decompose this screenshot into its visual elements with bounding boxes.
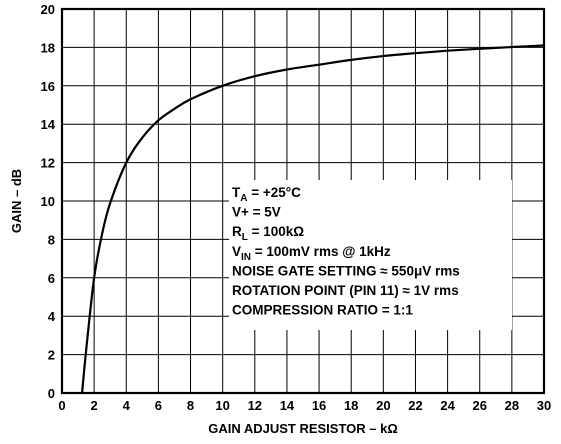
annotation-main: NOISE GATE SETTING ≈ 550μV rms xyxy=(232,263,460,278)
annotation-line-2: RL = 100kΩ xyxy=(232,224,304,243)
y-tick-label-0: 0 xyxy=(48,386,55,401)
y-tick-label-5: 10 xyxy=(41,194,55,209)
y-axis-title: GAIN – dB xyxy=(9,169,24,233)
annotation-subscript: IN xyxy=(241,252,251,263)
x-axis-title: GAIN ADJUST RESISTOR – kΩ xyxy=(208,421,398,436)
plot-frame xyxy=(60,7,546,395)
y-tick-label-6: 12 xyxy=(41,156,55,171)
x-tick-label-15: 30 xyxy=(537,398,551,413)
annotation-main: R xyxy=(232,224,242,239)
x-tick-labels: 0 2 4 6 8 10 12 14 16 18 20 22 24 26 28 30 xyxy=(58,398,551,413)
annotation-line-3: VIN = 100mV rms @ 1kHz xyxy=(232,244,391,263)
x-tick-label-0: 0 xyxy=(58,398,65,413)
x-tick-label-10: 20 xyxy=(376,398,390,413)
annotation-line-1: V+ = 5V xyxy=(232,205,281,220)
series-layer xyxy=(80,44,545,394)
y-tick-label-2: 4 xyxy=(48,309,56,324)
annotation-main: COMPRESSION RATIO = 1:1 xyxy=(232,303,413,318)
annotation-main: T xyxy=(232,185,241,200)
annotation-rest: = 100kΩ xyxy=(248,224,304,239)
x-tick-label-13: 26 xyxy=(472,398,486,413)
x-tick-label-3: 6 xyxy=(155,398,162,413)
annotation-line-0: TA = +25°C xyxy=(232,185,301,204)
annotation-line-4: NOISE GATE SETTING ≈ 550μV rms xyxy=(232,263,460,278)
x-tick-label-14: 28 xyxy=(505,398,519,413)
y-tick-labels: 0 2 4 6 8 10 12 14 16 18 20 xyxy=(41,2,56,401)
y-tick-label-9: 18 xyxy=(41,40,55,55)
x-tick-label-8: 16 xyxy=(312,398,326,413)
y-tick-label-7: 14 xyxy=(41,117,56,132)
x-tick-label-4: 8 xyxy=(187,398,194,413)
annotation-main: V xyxy=(232,244,241,259)
y-tick-label-4: 8 xyxy=(48,232,55,247)
x-tick-label-12: 24 xyxy=(440,398,455,413)
x-tick-label-7: 14 xyxy=(280,398,295,413)
annotation-main: ROTATION POINT (PIN 11) ≈ 1V rms xyxy=(232,283,459,298)
annotation-rest: = 100mV rms @ 1kHz xyxy=(251,244,391,259)
x-tick-label-5: 10 xyxy=(215,398,229,413)
annotation-subscript: A xyxy=(240,193,247,204)
x-tick-label-11: 22 xyxy=(408,398,422,413)
y-tick-label-3: 6 xyxy=(48,271,55,286)
annotation-line-5: ROTATION POINT (PIN 11) ≈ 1V rms xyxy=(232,283,459,298)
x-tick-label-6: 12 xyxy=(248,398,262,413)
annotation-rest: = +25°C xyxy=(247,185,301,200)
annotation-line-6: COMPRESSION RATIO = 1:1 xyxy=(232,303,413,318)
x-tick-label-9: 18 xyxy=(344,398,358,413)
annotation-main: V+ = 5V xyxy=(232,205,281,220)
x-tick-label-2: 4 xyxy=(123,398,131,413)
conditions-box-background xyxy=(229,180,512,330)
y-tick-label-10: 20 xyxy=(41,2,55,17)
annotation-subscript: L xyxy=(242,232,248,243)
x-tick-label-1: 2 xyxy=(91,398,98,413)
series-line-0 xyxy=(80,44,545,394)
y-tick-label-8: 16 xyxy=(41,79,55,94)
y-tick-label-1: 2 xyxy=(48,348,55,363)
